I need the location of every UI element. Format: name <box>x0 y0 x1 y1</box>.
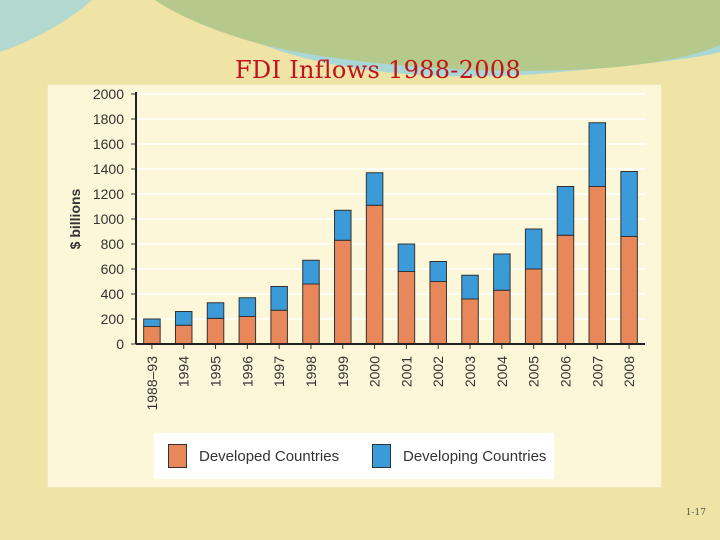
bar-developed <box>493 289 511 345</box>
bar-developing <box>588 122 607 187</box>
bar-developing <box>238 297 257 317</box>
chart-panel: 0 200 400 600 800 1000 1200 1400 1600 1800 2000 $ b… <box>47 84 662 488</box>
fdi-bar-chart: 0 200 400 600 800 1000 1200 1400 1600 1800 2000 $ b… <box>67 86 645 411</box>
bar-developing <box>365 172 384 206</box>
y-tick-label: 400 <box>101 286 125 302</box>
y-tick-label: 1600 <box>93 136 124 152</box>
x-tick-label: 2003 <box>462 356 478 387</box>
x-tick-label: 2007 <box>589 356 605 387</box>
bar-developing <box>620 171 638 237</box>
corner-wave-shape <box>0 0 92 52</box>
bar-developing <box>143 318 161 327</box>
bar-developing <box>206 302 225 319</box>
x-tick-label: 1994 <box>176 356 192 387</box>
bar-developed <box>270 309 288 345</box>
x-tick-label: 1997 <box>271 356 287 387</box>
x-tick-label: 1999 <box>335 356 351 387</box>
bar-developed <box>556 234 575 345</box>
legend-label-developed: Developed Countries <box>199 447 340 465</box>
x-tick-label: 1995 <box>208 356 224 387</box>
x-tick-label: 1996 <box>239 356 255 387</box>
legend-label-developing: Developing Countries <box>403 447 547 465</box>
bar-developing <box>397 243 416 272</box>
bar-developed <box>588 186 607 345</box>
bar-developed <box>524 268 543 345</box>
y-axis-label: $ billions <box>67 188 83 249</box>
x-tick-label: 1988–93 <box>144 356 160 411</box>
y-tick-label: 1200 <box>93 186 124 202</box>
legend-swatch-developed <box>168 444 187 468</box>
slide-title: FDI Inflows 1988-2008 <box>234 56 521 84</box>
bar-developed <box>461 298 479 345</box>
bar-developing <box>174 311 193 326</box>
bar-developing <box>556 186 575 236</box>
x-tick-label: 1998 <box>303 356 319 387</box>
green-wave-shape <box>155 0 720 71</box>
y-tick-label: 2000 <box>93 86 124 102</box>
x-tick-label: 2002 <box>430 356 446 387</box>
y-tick-label: 600 <box>101 261 125 277</box>
bar-developing <box>334 209 352 241</box>
y-tick-label: 800 <box>101 236 125 252</box>
x-tick-label: 2004 <box>494 356 510 387</box>
x-tick-label: 2006 <box>557 356 573 387</box>
bar-developed <box>334 239 352 345</box>
chart-legend: Developed Countries Developing Countries <box>154 433 554 479</box>
bar-developed <box>174 324 193 345</box>
bar-developing <box>302 259 320 285</box>
y-tick-label: 1400 <box>93 161 124 177</box>
bar-developed <box>429 281 447 345</box>
x-tick-label: 2008 <box>621 356 637 387</box>
bar-developed <box>620 236 638 345</box>
y-tick-label: 1800 <box>93 111 124 127</box>
bar-developed <box>302 283 320 345</box>
x-tick-label: 2001 <box>398 356 414 387</box>
bar-developing <box>493 253 511 291</box>
bar-developed <box>397 271 416 345</box>
bar-developed <box>143 326 161 345</box>
legend-item-developed: Developed Countries <box>168 443 339 469</box>
bar-developing <box>270 286 288 311</box>
bar-developing <box>429 261 447 282</box>
y-tick-label: 0 <box>116 336 124 352</box>
bar-developing <box>461 274 479 300</box>
bar-developed <box>206 317 225 345</box>
y-tick-label: 200 <box>101 311 125 327</box>
page-number: 1-17 <box>685 508 706 518</box>
bar-developed <box>365 204 384 345</box>
bar-developed <box>238 316 257 345</box>
y-tick-label: 1000 <box>93 211 124 227</box>
legend-item-developing: Developing Countries <box>372 443 546 469</box>
x-tick-label: 2000 <box>367 356 383 387</box>
legend-swatch-developing <box>372 444 391 468</box>
bar-developing <box>524 228 543 270</box>
x-tick-label: 2005 <box>526 356 542 387</box>
